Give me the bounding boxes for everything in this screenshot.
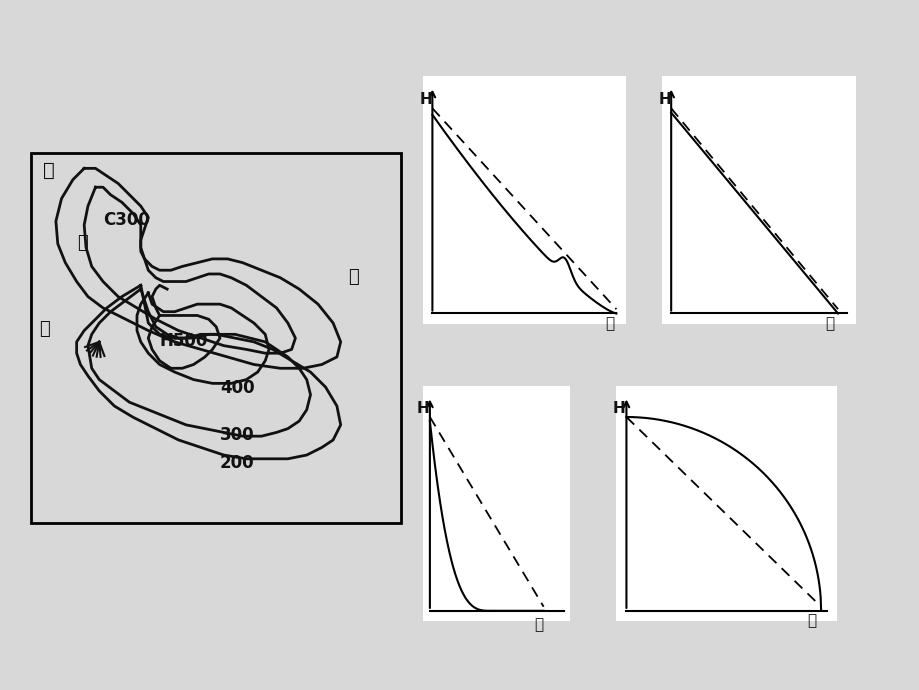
Text: C300: C300: [103, 211, 150, 229]
Text: H: H: [416, 401, 429, 416]
Text: H: H: [419, 92, 432, 107]
Text: H500: H500: [160, 332, 208, 350]
Text: 丙: 丙: [534, 617, 543, 632]
Text: 乙: 乙: [76, 234, 87, 252]
Text: 200: 200: [220, 454, 255, 472]
Text: 300: 300: [220, 426, 255, 444]
Text: 丁: 丁: [347, 268, 358, 286]
Text: 乙: 乙: [825, 317, 834, 332]
Text: H: H: [612, 401, 624, 416]
Text: 丙: 丙: [39, 320, 50, 338]
Text: 甲: 甲: [42, 161, 54, 180]
Text: H: H: [658, 92, 671, 107]
Text: 400: 400: [220, 379, 255, 397]
Text: 甲: 甲: [605, 317, 614, 332]
Text: 丁: 丁: [806, 613, 815, 628]
